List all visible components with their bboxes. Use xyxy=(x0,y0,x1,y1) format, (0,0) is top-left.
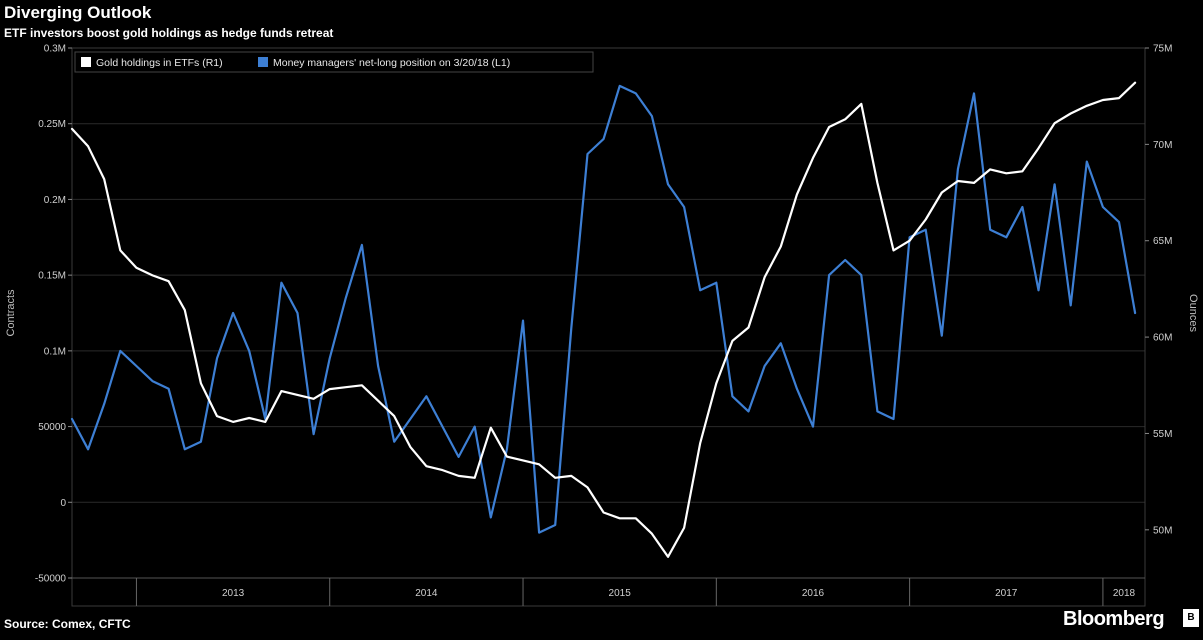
legend-label-managers: Money managers' net-long position on 3/2… xyxy=(273,57,510,69)
axis-layer: -50000 0 50000 0.1M 0.15M 0.2M 0.25M 0.3M 50M 55M… xyxy=(5,44,1199,607)
x-tick-label: 2013 xyxy=(222,588,245,599)
legend-swatch-managers xyxy=(258,57,268,67)
legend-box xyxy=(74,51,594,73)
source-note: Source: Comex, CFTC xyxy=(4,617,131,631)
legend-label-etf: Gold holdings in ETFs (R1) xyxy=(96,57,223,69)
left-axis-title: Contracts xyxy=(5,289,17,337)
legend-swatch-etf xyxy=(81,57,91,67)
series-line-etf-holdings xyxy=(70,81,1137,558)
right-tick-label: 65M xyxy=(1153,236,1172,247)
left-tick-label: 0.3M xyxy=(44,44,66,55)
chart-title: Diverging Outlook xyxy=(4,3,152,22)
left-tick-label: 0 xyxy=(60,498,66,509)
legend: Gold holdings in ETFs (R1) Money managers… xyxy=(74,51,594,73)
left-tick-label: -50000 xyxy=(35,574,67,585)
x-tick-label: 2018 xyxy=(1113,588,1136,599)
chart-subtitle: ETF investors boost gold holdings as hed… xyxy=(4,26,334,40)
plot-frame xyxy=(71,47,1146,607)
series-line-money-managers xyxy=(70,84,1137,534)
brand-logo: Bloomberg xyxy=(1063,608,1165,630)
x-tick-label: 2016 xyxy=(802,588,825,599)
right-tick-label: 50M xyxy=(1153,525,1172,536)
series-layer xyxy=(70,81,1137,558)
left-tick-label: 0.2M xyxy=(44,195,66,206)
right-tick-label: 55M xyxy=(1153,429,1172,440)
right-axis-title: Ounces xyxy=(1187,294,1199,332)
x-tick-label: 2015 xyxy=(609,588,632,599)
right-tick-label: 75M xyxy=(1153,44,1172,55)
right-tick-label: 60M xyxy=(1153,333,1172,344)
x-tick-label: 2014 xyxy=(415,588,438,599)
left-tick-label: 50000 xyxy=(38,422,66,433)
left-tick-label: 0.25M xyxy=(38,119,66,130)
right-tick-label: 70M xyxy=(1153,140,1172,151)
left-tick-label: 0.1M xyxy=(44,346,66,357)
x-tick-label: 2017 xyxy=(995,588,1018,599)
brand-badge-icon: B xyxy=(1183,609,1199,627)
left-tick-label: 0.15M xyxy=(38,271,66,282)
